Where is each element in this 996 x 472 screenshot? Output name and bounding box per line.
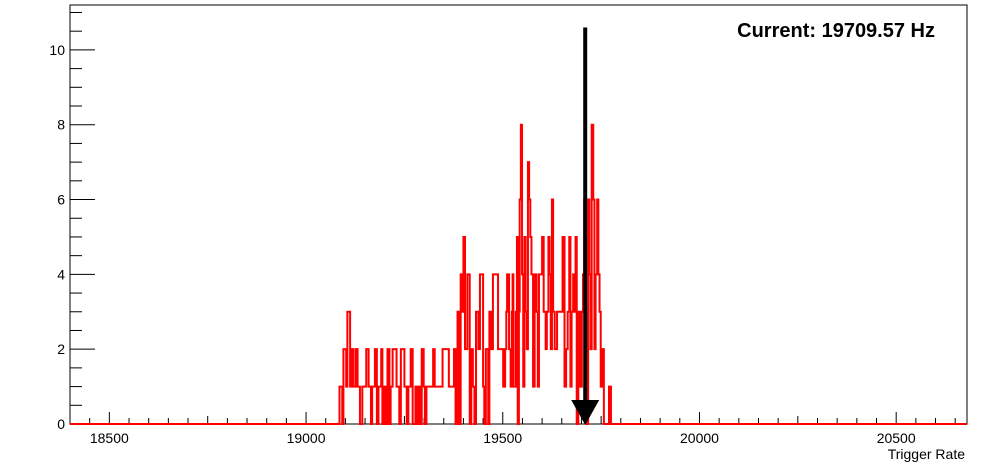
y-tick-label: 6 bbox=[57, 192, 65, 208]
histogram-series-line bbox=[70, 123, 967, 425]
x-tick-label: 20000 bbox=[680, 430, 719, 446]
x-tick-label: 19000 bbox=[287, 430, 326, 446]
current-rate-annotation: Current: 19709.57 Hz bbox=[737, 20, 935, 42]
x-tick-label: 19500 bbox=[483, 430, 522, 446]
y-tick-label: 4 bbox=[57, 266, 65, 282]
x-tick-label: 18500 bbox=[90, 430, 129, 446]
x-axis-title: Trigger Rate bbox=[888, 446, 966, 462]
y-tick-label: 10 bbox=[49, 42, 65, 58]
y-tick-label: 2 bbox=[57, 341, 65, 357]
current-rate-arrow-head bbox=[571, 400, 600, 425]
y-tick-label: 8 bbox=[57, 117, 65, 133]
y-tick-label: 0 bbox=[57, 416, 65, 432]
axis-tick-labels: 18500 19000 19500 20000 20500 0 2 4 6 8 10 bbox=[49, 42, 915, 446]
x-tick-label: 20500 bbox=[877, 430, 916, 446]
